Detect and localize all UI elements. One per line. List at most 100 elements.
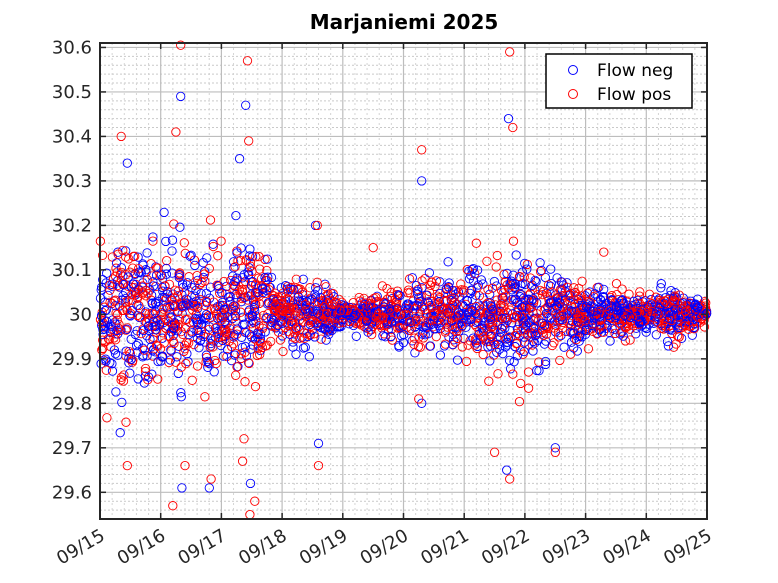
flow-pos-point — [416, 315, 426, 325]
flow-pos-point — [321, 282, 331, 292]
flow-pos-point — [192, 361, 203, 371]
flow-neg-point — [250, 306, 260, 316]
flow-neg-point — [265, 282, 275, 293]
flow-neg-point — [669, 310, 679, 320]
flow-pos-point — [321, 309, 332, 319]
flow-neg-point — [220, 316, 230, 326]
flow-pos-point — [441, 325, 451, 335]
outlier-point — [417, 145, 427, 155]
flow-neg-point — [618, 331, 628, 341]
flow-pos-point — [544, 295, 554, 305]
flow-neg-point — [384, 304, 395, 314]
flow-neg-point — [125, 310, 135, 320]
flow-neg-point — [546, 264, 556, 274]
flow-neg-point — [413, 289, 423, 299]
flow-pos-point — [118, 376, 129, 386]
flow-pos-point — [195, 279, 205, 290]
outlier-point — [177, 483, 187, 493]
flow-pos-point — [427, 315, 437, 325]
flow-neg-point — [203, 356, 213, 367]
flow-neg-point — [303, 309, 313, 319]
flow-pos-point — [236, 290, 246, 300]
flow-pos-point — [262, 265, 272, 276]
flow-neg-point — [229, 301, 239, 311]
flow-pos-point — [541, 329, 552, 339]
flow-pos-point — [164, 331, 174, 341]
flow-neg-point — [386, 331, 396, 342]
flow-neg-point — [144, 321, 154, 331]
flow-neg-point — [522, 264, 532, 274]
flow-pos-point — [323, 289, 333, 299]
flow-pos-point — [680, 306, 691, 317]
flow-pos-point — [291, 311, 301, 321]
flow-neg-point — [434, 296, 444, 307]
flow-pos-point — [143, 375, 153, 385]
flow-pos-point — [527, 329, 538, 339]
flow-pos-point — [558, 309, 569, 320]
outlier-point — [508, 122, 518, 133]
flow-pos-point — [181, 358, 191, 369]
flow-neg-point — [489, 276, 500, 287]
outlier-point — [368, 242, 378, 253]
flow-neg-point — [232, 273, 242, 283]
flow-pos-point — [104, 335, 114, 345]
flow-neg-point — [329, 292, 339, 302]
flow-pos-point — [486, 322, 496, 332]
flow-neg-point — [393, 313, 403, 323]
flow-neg-point — [195, 335, 206, 346]
outlier-point — [313, 460, 324, 471]
flow-neg-point — [512, 351, 522, 361]
flow-neg-point — [612, 302, 622, 312]
flow-pos-point — [219, 310, 229, 320]
flow-pos-point — [188, 317, 199, 327]
flow-pos-point — [393, 323, 403, 333]
flow-neg-point — [592, 310, 602, 321]
flow-neg-point — [388, 311, 399, 322]
flow-neg-point — [363, 327, 373, 337]
flow-neg-point — [646, 294, 656, 305]
axis-ticks — [99, 43, 708, 519]
flow-neg-point — [651, 330, 661, 340]
flow-pos-point — [472, 343, 482, 354]
flow-neg-point — [532, 328, 543, 338]
flow-neg-point — [192, 325, 202, 336]
flow-neg-point — [351, 331, 361, 341]
flow-neg-point — [162, 302, 172, 312]
flow-neg-point — [545, 281, 556, 291]
flow-neg-point — [474, 301, 485, 311]
flow-neg-point — [246, 344, 256, 354]
flow-neg-point — [587, 320, 597, 331]
flow-neg-point — [519, 318, 529, 328]
flow-pos-point — [128, 251, 139, 262]
flow-neg-point — [132, 347, 143, 357]
flow-pos-point — [446, 294, 456, 304]
flow-neg-point — [511, 250, 521, 260]
flow-neg-point — [248, 296, 259, 306]
flow-neg-point — [277, 318, 288, 328]
flow-neg-point — [126, 354, 136, 364]
flow-pos-point — [316, 334, 326, 344]
flow-pos-point — [500, 277, 510, 287]
flow-neg-point — [675, 301, 685, 311]
flow-pos-point — [245, 257, 256, 267]
outlier-point — [122, 460, 132, 471]
flow-pos-point — [169, 219, 179, 229]
y-tick-label: 30.6 — [52, 37, 92, 58]
flow-neg-point — [190, 260, 200, 271]
flow-neg-point — [324, 307, 334, 318]
flow-neg-point — [276, 283, 286, 293]
flow-pos-point — [283, 326, 293, 337]
outlier-point — [204, 483, 214, 493]
flow-pos-point — [219, 276, 229, 287]
flow-neg-point — [150, 307, 161, 317]
flow-neg-point — [226, 355, 237, 366]
flow-pos-point — [462, 264, 472, 275]
flow-neg-point — [443, 257, 453, 267]
flow-neg-point — [379, 302, 389, 312]
y-tick-label: 29.8 — [52, 393, 92, 414]
flow-neg-point — [278, 325, 288, 335]
flow-pos-point — [251, 252, 261, 262]
flow-neg-point — [402, 316, 412, 326]
flow-pos-point — [213, 332, 224, 343]
flow-neg-point — [441, 284, 452, 294]
